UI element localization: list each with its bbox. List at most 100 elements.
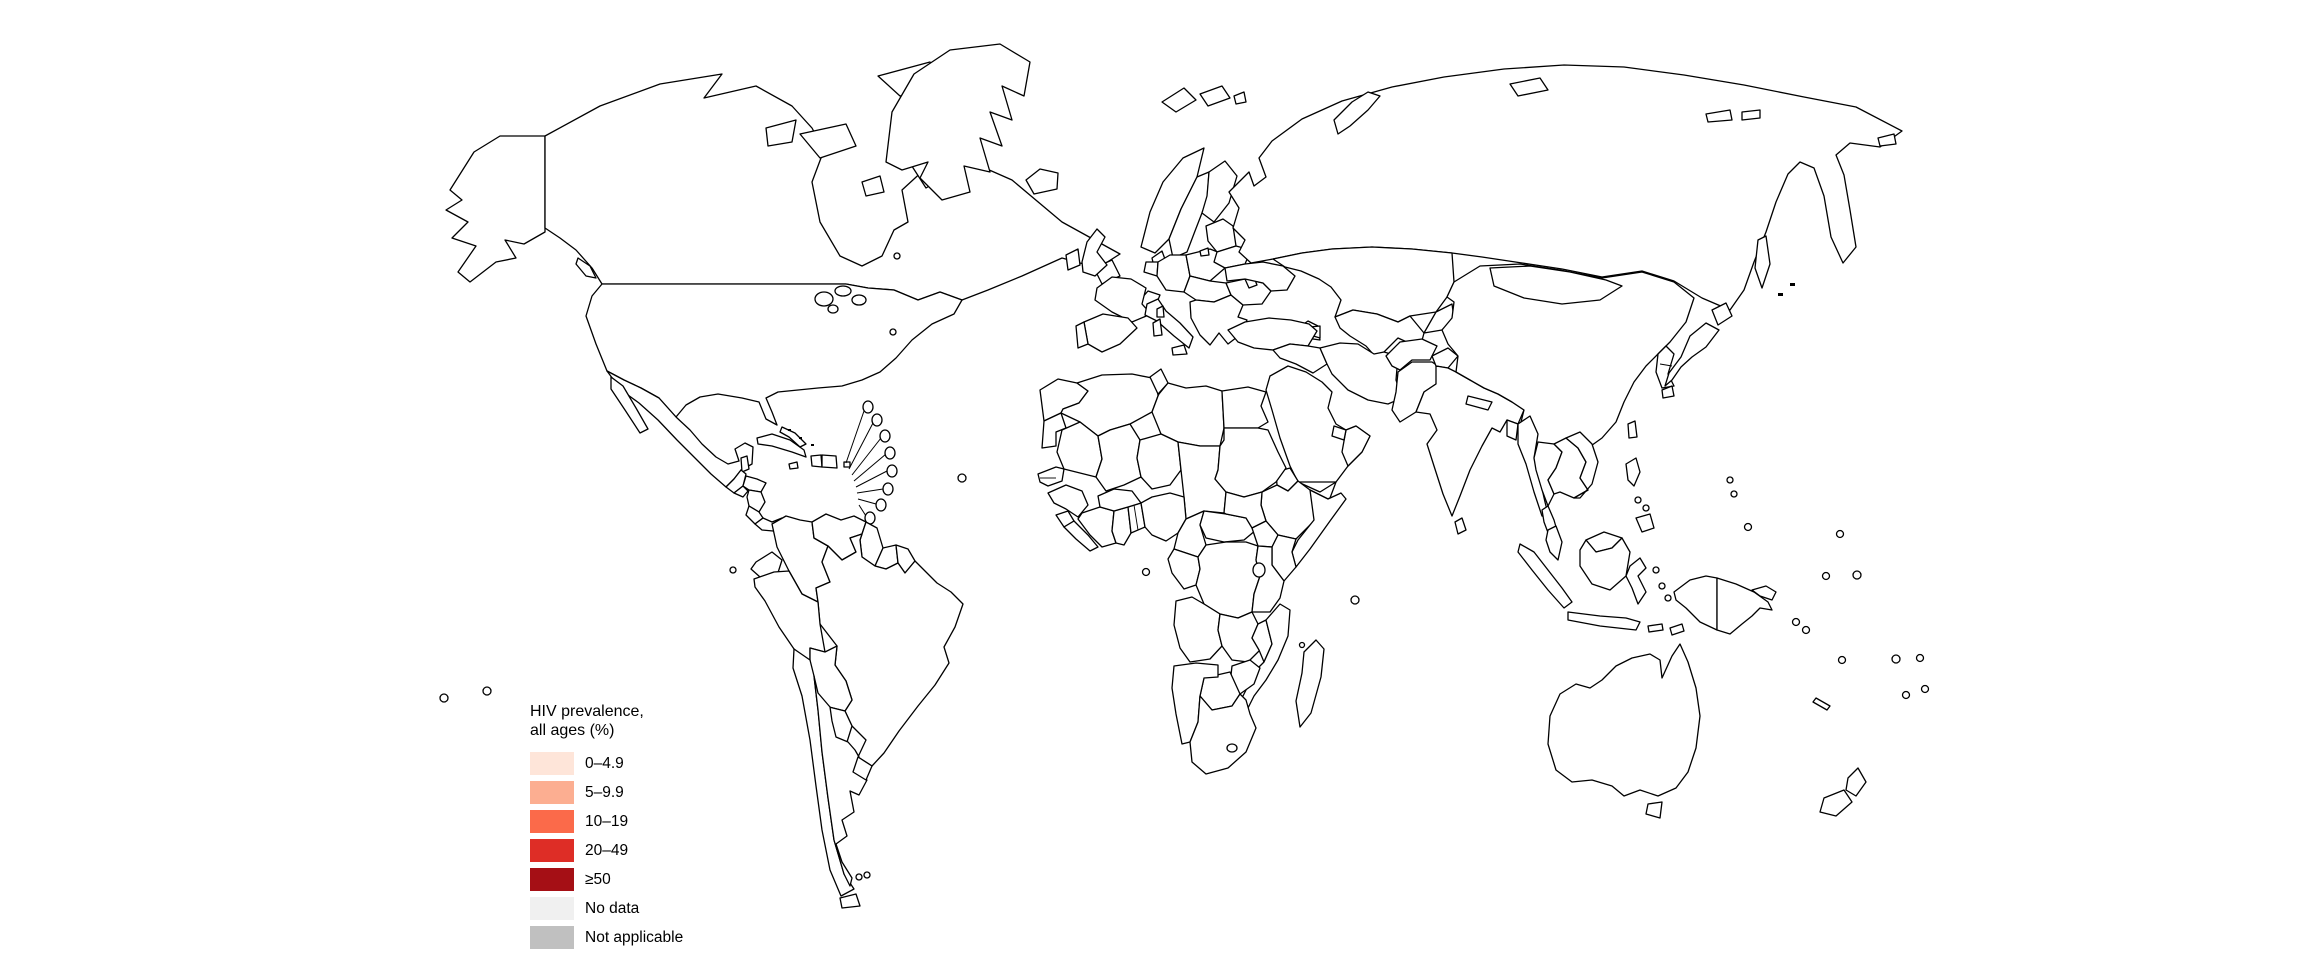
region-new-siberian-islands	[1705, 109, 1733, 123]
legend-swatch-not-applicable	[530, 926, 574, 949]
region-madagascar	[1295, 639, 1325, 728]
korea-dmz-border	[1659, 363, 1673, 367]
legend-rows: 0–4.9 5–9.9 10–19 20–49 ≥50 No data Not …	[530, 752, 683, 949]
region-greenland	[885, 43, 1031, 201]
island-dot	[799, 437, 802, 439]
region-lesser-sunda	[1647, 623, 1664, 633]
region-mali	[1095, 423, 1142, 492]
region-lesotho	[1226, 743, 1238, 753]
region-kashmir	[1431, 347, 1459, 369]
region-finland	[1201, 160, 1238, 223]
region-antilles-island	[879, 429, 891, 443]
legend-label: No data	[585, 899, 640, 917]
antilles-leader-lines	[845, 410, 888, 517]
region-falklands	[863, 871, 871, 879]
region-bahamas	[779, 426, 807, 448]
region-galapagos	[729, 566, 737, 574]
region-dominican-republic	[821, 454, 838, 469]
region-sumatra	[1517, 543, 1573, 609]
island-dot	[1778, 293, 1783, 296]
region-micronesia	[1743, 522, 1753, 532]
region-svalbard	[1161, 87, 1197, 113]
region-somalia	[1291, 489, 1347, 568]
lake-victoria	[1252, 562, 1266, 578]
legend-label: 5–9.9	[585, 783, 624, 801]
region-corsica	[1156, 305, 1165, 318]
region-cape-verde	[957, 473, 967, 483]
region-southampton	[861, 175, 885, 197]
region-nz-south	[1819, 789, 1853, 817]
region-solomon-islands	[1791, 617, 1801, 627]
region-bangladesh	[1506, 419, 1519, 441]
region-spain	[1083, 313, 1138, 353]
region-fiji	[1915, 653, 1925, 663]
region-ireland	[1065, 248, 1081, 271]
region-hokkaido	[1711, 302, 1733, 326]
region-portugal	[1075, 321, 1089, 349]
region-iceland	[1025, 168, 1059, 195]
region-italy	[1144, 298, 1194, 349]
region-fiji	[1891, 654, 1901, 664]
region-kazakhstan	[1272, 246, 1455, 323]
legend-swatch-50plus	[530, 868, 574, 891]
region-uruguay	[852, 756, 873, 781]
region-vancouver-island	[575, 257, 597, 279]
region-kaliningrad	[1199, 247, 1210, 257]
map-legend: HIV prevalence, all ages (%) 0–4.9 5–9.9…	[530, 702, 683, 955]
legend-row: 20–49	[530, 839, 683, 862]
region-wrangel	[1877, 133, 1897, 147]
region-comoros	[1298, 641, 1306, 649]
legend-title: HIV prevalence, all ages (%)	[530, 702, 683, 740]
region-belize	[740, 455, 750, 473]
region-timor	[1669, 623, 1685, 636]
lake-ontario	[851, 294, 867, 306]
lake-superior	[814, 291, 834, 307]
region-moluccas	[1664, 594, 1672, 602]
region-vietnam	[1565, 431, 1599, 499]
region-java	[1567, 611, 1641, 631]
region-visayas	[1642, 504, 1650, 512]
legend-row: Not applicable	[530, 926, 683, 949]
region-sakhalin	[1754, 235, 1771, 289]
region-falklands	[855, 873, 863, 881]
region-antilles-island	[884, 446, 896, 460]
region-antilles-island	[886, 464, 898, 478]
region-mexico	[606, 370, 754, 488]
region-vanuatu	[1837, 655, 1847, 665]
region-marshall-islands	[1835, 529, 1845, 539]
region-samoa	[1920, 684, 1930, 694]
region-palau	[1726, 476, 1734, 484]
legend-row: 0–4.9	[530, 752, 683, 775]
region-atlantic-island	[889, 328, 897, 336]
legend-label: 20–49	[585, 841, 629, 859]
island-dot	[788, 429, 791, 431]
togo-benin-border	[1133, 504, 1139, 531]
region-novaya-zemlya	[1333, 91, 1381, 135]
region-moluccas	[1658, 582, 1666, 590]
region-new-caledonia	[1812, 697, 1831, 711]
region-haiti	[810, 454, 823, 468]
region-sicily	[1171, 344, 1188, 356]
region-new-britain	[1751, 585, 1777, 601]
region-kiribati	[1852, 570, 1862, 580]
region-nauru	[1821, 571, 1831, 581]
region-taiwan	[1627, 420, 1638, 439]
region-australia	[1547, 643, 1701, 797]
legend-swatch-5-9.9	[530, 781, 574, 804]
legend-swatch-0-4.9	[530, 752, 574, 775]
region-puerto-rico	[843, 461, 851, 468]
legend-title-line1: HIV prevalence,	[530, 703, 644, 720]
island-dot	[811, 444, 814, 446]
region-uk	[1081, 228, 1108, 277]
region-nz-north	[1845, 767, 1867, 797]
region-cuba	[756, 433, 807, 458]
region-banks-island	[765, 119, 797, 147]
legend-label: 10–19	[585, 812, 629, 830]
region-tasmania	[1645, 801, 1663, 819]
legend-swatch-no-data	[530, 897, 574, 920]
region-antilles-island	[862, 400, 874, 414]
lake-michigan	[827, 304, 839, 314]
legend-title-line2: all ages (%)	[530, 722, 615, 739]
